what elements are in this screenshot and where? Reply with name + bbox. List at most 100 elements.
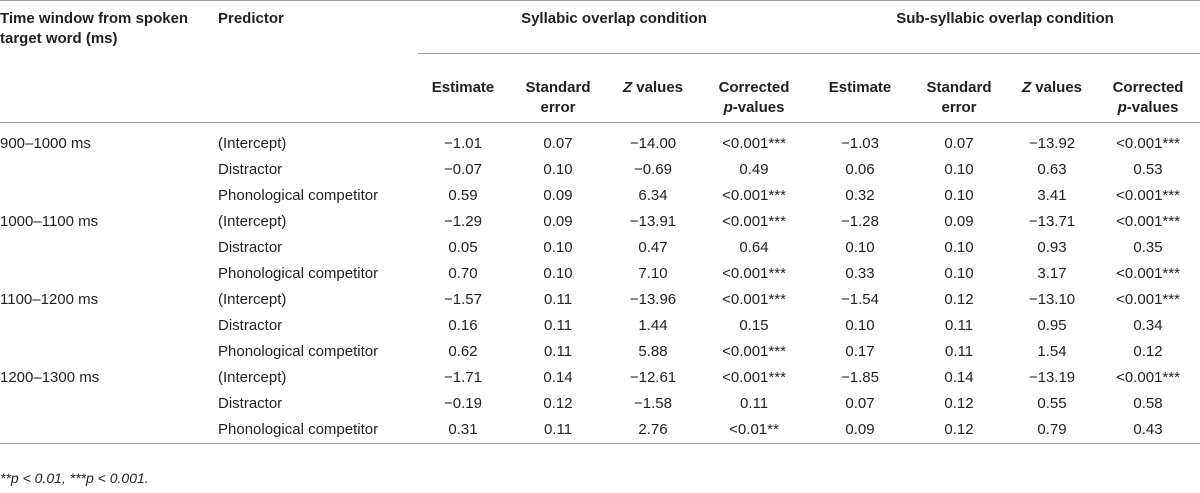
cell-syllabic-standard-error: 0.11 (543, 343, 573, 360)
cell-subsyllabic-z-value: −13.71 (1028, 213, 1076, 230)
cell-syllabic-corrected-p: <0.001*** (722, 343, 786, 360)
table-row: Distractor 0.16 0.11 1.44 0.15 0.10 0.11 0.95 0.… (0, 313, 1200, 339)
cell-time-window (0, 339, 218, 365)
cell-time-window (0, 261, 218, 287)
col-corr-syl-p: p (723, 99, 733, 116)
table-row: 1000–1100 ms (Intercept) −1.29 0.09 −13.91 <0… (0, 209, 1200, 235)
cell-syllabic-estimate: −0.07 (444, 161, 482, 178)
cell-syllabic-estimate: 0.31 (418, 417, 508, 444)
cell-subsyllabic-estimate: 0.32 (845, 187, 875, 204)
cell-subsyllabic-estimate: −1.03 (841, 135, 879, 152)
cell-subsyllabic-estimate: 0.33 (845, 265, 875, 282)
cell-predictor: Distractor (218, 395, 283, 412)
cell-predictor: (Intercept) (218, 135, 287, 152)
cell-subsyllabic-z-value: 0.95 (1037, 317, 1067, 334)
cell-subsyllabic-standard-error: 0.10 (944, 161, 974, 178)
cell-time-window: 900–1000 ms (0, 135, 91, 152)
cell-predictor: Phonological competitor (218, 343, 379, 360)
col-z-sub-rest: values (1031, 79, 1083, 96)
col-corr-sub-rest: -values (1126, 99, 1179, 116)
col-z-syl: Z values (608, 53, 698, 123)
col-estimate-sub: Estimate (810, 53, 910, 123)
cell-syllabic-estimate: −1.57 (444, 291, 482, 308)
cell-syllabic-standard-error: 0.10 (543, 161, 573, 178)
cell-subsyllabic-standard-error: 0.12 (910, 417, 1008, 444)
cell-syllabic-standard-error: 0.12 (543, 395, 573, 412)
table-row: 1200–1300 ms (Intercept) −1.71 0.14 −12.61 <0… (0, 365, 1200, 391)
cell-subsyllabic-z-value: −13.92 (1028, 135, 1076, 152)
cell-subsyllabic-corrected-p: <0.001*** (1116, 187, 1180, 204)
cell-subsyllabic-corrected-p: 0.35 (1133, 239, 1163, 256)
cell-syllabic-standard-error: 0.07 (543, 135, 573, 152)
cell-subsyllabic-z-value: 1.54 (1037, 343, 1067, 360)
header-time-window: Time window from spoken target word (ms) (0, 0, 218, 54)
cell-syllabic-corrected-p: <0.01** (698, 417, 810, 444)
cell-syllabic-z-value: −14.00 (629, 135, 677, 152)
cell-syllabic-z-value: −0.69 (634, 161, 672, 178)
cell-subsyllabic-standard-error: 0.11 (944, 343, 974, 360)
cell-time-window: 1200–1300 ms (0, 369, 100, 386)
col-corr-syl: Corrected p-values (698, 53, 810, 123)
cell-subsyllabic-standard-error: 0.10 (944, 265, 974, 282)
cell-syllabic-z-value: −12.61 (629, 369, 677, 386)
cell-syllabic-z-value: −13.96 (629, 291, 677, 308)
col-se-syl-text: Standard error (525, 79, 591, 116)
table-row: Distractor −0.07 0.10 −0.69 0.49 0.06 0.10 0.63… (0, 157, 1200, 183)
cell-syllabic-standard-error: 0.09 (543, 213, 573, 230)
cell-subsyllabic-estimate: 0.09 (810, 417, 910, 444)
cell-subsyllabic-z-value: 0.79 (1008, 417, 1096, 444)
cell-predictor: (Intercept) (218, 291, 287, 308)
col-corr-sub-p: p (1117, 99, 1127, 116)
cell-syllabic-standard-error: 0.11 (508, 417, 608, 444)
col-se-sub: Standard error (910, 53, 1008, 123)
cell-subsyllabic-z-value: 0.93 (1037, 239, 1067, 256)
cell-syllabic-estimate: 0.16 (448, 317, 478, 334)
cell-time-window (0, 391, 218, 417)
cell-syllabic-corrected-p: 0.49 (739, 161, 769, 178)
cell-subsyllabic-standard-error: 0.12 (944, 291, 974, 308)
cell-syllabic-standard-error: 0.10 (543, 265, 573, 282)
cell-subsyllabic-corrected-p: 0.43 (1096, 417, 1200, 444)
cell-syllabic-estimate: −1.29 (444, 213, 482, 230)
cell-subsyllabic-corrected-p: <0.001*** (1116, 135, 1180, 152)
footnote: **p < 0.01, ***p < 0.001. (0, 470, 149, 486)
cell-syllabic-estimate: 0.59 (448, 187, 478, 204)
cell-syllabic-corrected-p: 0.11 (739, 395, 769, 412)
cell-syllabic-estimate: −0.19 (444, 395, 482, 412)
col-z-sub-italic: Z (1021, 79, 1032, 96)
cell-subsyllabic-corrected-p: <0.001*** (1116, 265, 1180, 282)
cell-subsyllabic-estimate: −1.28 (841, 213, 879, 230)
table-row: Distractor 0.05 0.10 0.47 0.64 0.10 0.10 0.93 0.… (0, 235, 1200, 261)
cell-subsyllabic-standard-error: 0.07 (944, 135, 974, 152)
col-se-syl: Standard error (508, 53, 608, 123)
cell-syllabic-z-value: 2.76 (608, 417, 698, 444)
cell-subsyllabic-corrected-p: 0.12 (1133, 343, 1163, 360)
col-estimate-sub-text: Estimate (828, 79, 892, 96)
cell-syllabic-estimate: 0.70 (448, 265, 478, 282)
cell-subsyllabic-z-value: 0.55 (1037, 395, 1067, 412)
col-z-syl-italic: Z (622, 79, 633, 96)
cell-syllabic-standard-error: 0.09 (543, 187, 573, 204)
cell-syllabic-corrected-p: <0.001*** (722, 265, 786, 282)
cell-predictor: (Intercept) (218, 213, 287, 230)
cell-syllabic-z-value: 1.44 (638, 317, 668, 334)
cell-syllabic-z-value: −1.58 (634, 395, 672, 412)
cell-subsyllabic-z-value: 0.63 (1037, 161, 1067, 178)
col-estimate-syl-text: Estimate (431, 79, 495, 96)
cell-syllabic-z-value: 7.10 (638, 265, 668, 282)
cell-subsyllabic-estimate: −1.54 (841, 291, 879, 308)
cell-time-window: 1000–1100 ms (0, 213, 99, 230)
cell-subsyllabic-estimate: 0.07 (845, 395, 875, 412)
cell-subsyllabic-corrected-p: 0.34 (1133, 317, 1163, 334)
cell-syllabic-standard-error: 0.14 (543, 369, 573, 386)
table-row: 900–1000 ms (Intercept) −1.01 0.07 −14.00 <0.… (0, 123, 1200, 158)
cell-syllabic-corrected-p: <0.001*** (722, 369, 786, 386)
col-corr-syl-line1: Corrected (718, 79, 790, 96)
cell-syllabic-corrected-p: <0.001*** (722, 291, 786, 308)
col-corr-sub-line1: Corrected (1112, 79, 1184, 96)
col-z-syl-rest: values (632, 79, 684, 96)
cell-subsyllabic-corrected-p: 0.58 (1133, 395, 1163, 412)
cell-subsyllabic-corrected-p: 0.53 (1133, 161, 1163, 178)
table-row: Phonological competitor 0.59 0.09 6.34 <0.00… (0, 183, 1200, 209)
